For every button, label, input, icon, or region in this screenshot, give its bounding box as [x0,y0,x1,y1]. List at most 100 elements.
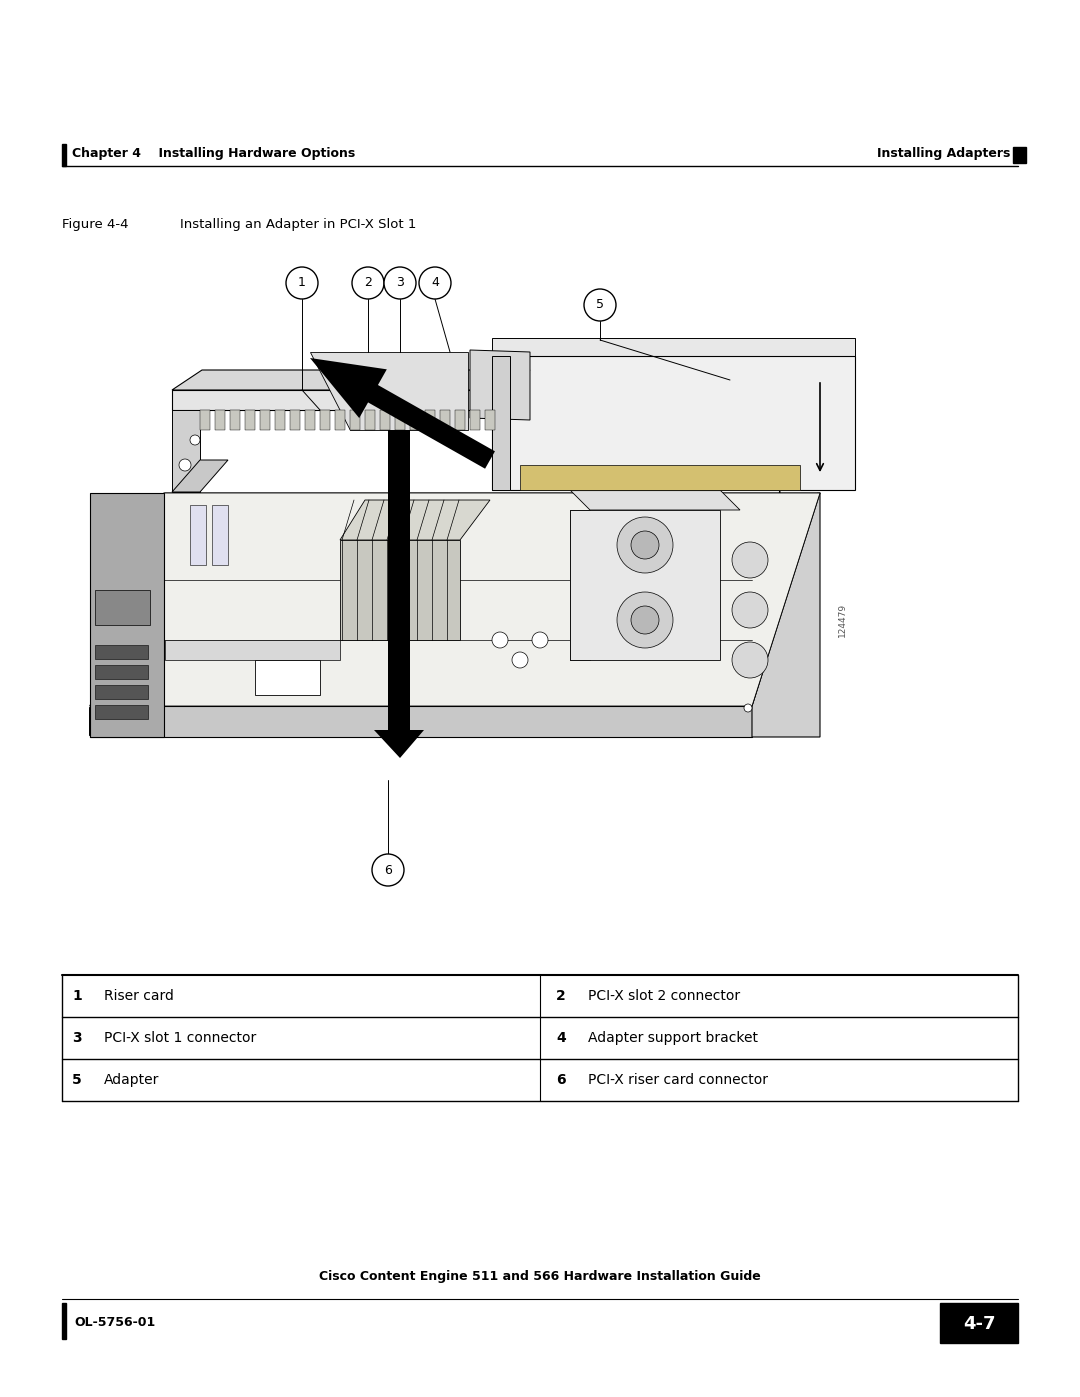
Polygon shape [200,409,210,430]
Polygon shape [350,409,360,430]
Polygon shape [245,409,255,430]
Circle shape [584,289,616,321]
Polygon shape [95,645,148,659]
Text: 6: 6 [556,1073,566,1087]
Text: 3: 3 [396,277,404,289]
Polygon shape [172,460,228,492]
Polygon shape [310,358,495,469]
Polygon shape [440,409,450,430]
Polygon shape [374,731,424,759]
Text: 4: 4 [431,277,438,289]
Polygon shape [492,356,855,490]
Text: 2: 2 [556,989,566,1003]
Polygon shape [305,409,315,430]
Polygon shape [365,409,375,430]
Text: 5: 5 [596,299,604,312]
Polygon shape [95,590,150,624]
Text: 124479: 124479 [837,604,847,637]
Polygon shape [340,500,490,541]
Text: 3: 3 [72,1031,82,1045]
Circle shape [190,434,200,446]
Polygon shape [190,504,206,564]
Polygon shape [90,493,818,705]
Text: 4: 4 [556,1031,566,1045]
Polygon shape [260,409,270,430]
Polygon shape [335,409,345,430]
Polygon shape [95,705,148,719]
Polygon shape [90,493,164,738]
Polygon shape [492,338,855,356]
Polygon shape [164,493,820,705]
Text: Figure 4-4: Figure 4-4 [62,218,129,231]
Polygon shape [470,351,530,420]
Circle shape [286,267,318,299]
Text: Installing an Adapter in PCI-X Slot 1: Installing an Adapter in PCI-X Slot 1 [180,218,417,231]
Circle shape [492,631,508,648]
Polygon shape [212,504,228,564]
Circle shape [631,531,659,559]
Polygon shape [395,409,405,430]
Polygon shape [752,493,820,738]
Text: PCI-X slot 1 connector: PCI-X slot 1 connector [104,1031,256,1045]
Polygon shape [230,409,240,430]
Circle shape [352,267,384,299]
Polygon shape [485,409,495,430]
Polygon shape [172,370,530,390]
Bar [1013,147,1026,163]
Text: PCI-X riser card connector: PCI-X riser card connector [588,1073,768,1087]
Text: Cisco Content Engine 511 and 566 Hardware Installation Guide: Cisco Content Engine 511 and 566 Hardwar… [319,1270,761,1282]
Polygon shape [320,409,330,430]
Polygon shape [519,465,800,490]
Text: PCI-X slot 2 connector: PCI-X slot 2 connector [588,989,740,1003]
Bar [940,1303,1018,1343]
Circle shape [512,652,528,668]
Polygon shape [172,409,200,492]
Circle shape [732,592,768,629]
Polygon shape [570,490,740,510]
Circle shape [617,517,673,573]
Circle shape [419,267,451,299]
Polygon shape [89,707,758,735]
Polygon shape [95,665,148,679]
Polygon shape [758,488,780,735]
Circle shape [631,606,659,634]
Circle shape [372,854,404,886]
Bar [62,975,1018,1017]
Text: Chapter 4    Installing Hardware Options: Chapter 4 Installing Hardware Options [72,148,355,161]
Circle shape [732,643,768,678]
Polygon shape [426,409,435,430]
Text: Adapter support bracket: Adapter support bracket [588,1031,758,1045]
Bar [62,1303,66,1338]
Circle shape [732,542,768,578]
Bar [62,1059,1018,1101]
Polygon shape [90,705,752,738]
Text: OL-5756-01: OL-5756-01 [75,1316,156,1329]
Polygon shape [310,352,468,430]
Polygon shape [215,409,225,430]
Polygon shape [340,541,460,640]
Text: 1: 1 [298,277,306,289]
Polygon shape [570,510,590,659]
Circle shape [617,592,673,648]
Polygon shape [492,356,510,490]
Text: Riser card: Riser card [104,989,174,1003]
Text: 1: 1 [72,989,82,1003]
Bar [62,144,66,166]
Polygon shape [470,409,480,430]
Polygon shape [380,409,390,430]
Polygon shape [455,409,465,430]
Text: 2: 2 [364,277,372,289]
Text: Installing Adapters: Installing Adapters [877,148,1010,161]
Polygon shape [291,409,300,430]
Text: Adapter: Adapter [104,1073,160,1087]
Polygon shape [410,409,420,430]
Polygon shape [388,430,410,731]
Polygon shape [95,685,148,698]
Text: 6: 6 [384,863,392,876]
Polygon shape [165,640,340,659]
Circle shape [384,267,416,299]
Circle shape [744,704,752,712]
Circle shape [179,460,191,471]
Bar [62,1017,1018,1059]
Polygon shape [172,390,498,409]
